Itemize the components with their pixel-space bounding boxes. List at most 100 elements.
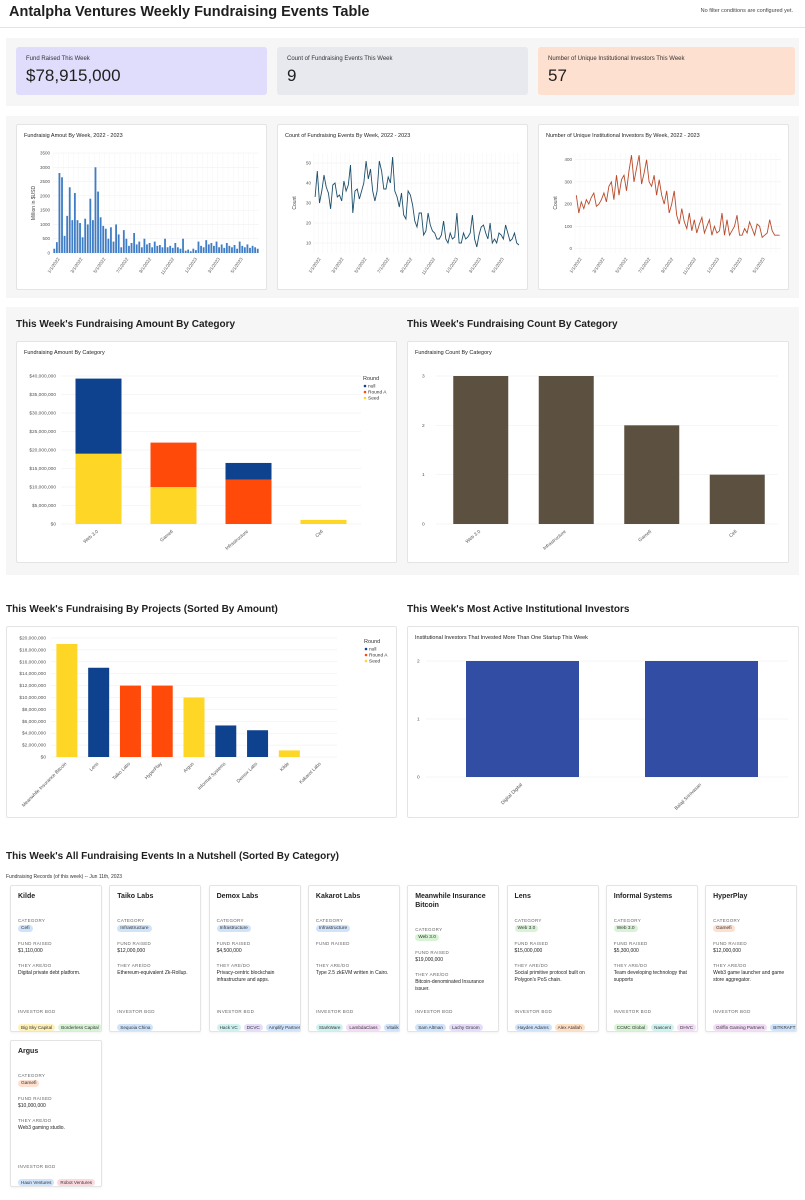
fund-raised-label: FUND RAISED [415, 950, 449, 955]
bar [112, 241, 115, 253]
event-card[interactable]: Lens CATEGORY Web 3.0 FUND RAISED $15,000,00… [506, 885, 599, 1032]
investor-pill[interactable]: Sam Altman [415, 1024, 446, 1031]
bar [645, 661, 758, 777]
amount-by-category-card[interactable]: Fundraising Amount By Category $0 $5,000,… [16, 341, 397, 563]
x-tick-label: 1/1/2023 [706, 256, 720, 274]
they-are-label: THEY ARE/DO [117, 963, 151, 968]
legend-label: Seed [369, 659, 381, 665]
chart-title: Institutional Investors That Invested Mo… [415, 635, 588, 641]
weekly-amount-chart-card[interactable]: Fundraisig Amout By Week, 2022 - 2023 0 5… [16, 124, 267, 290]
fund-raised-value: $12,000,000 [117, 948, 146, 954]
investor-pill[interactable]: Griffin Gaming Partners [713, 1024, 768, 1031]
investor-pill[interactable]: DCVC [243, 1024, 263, 1031]
event-card[interactable]: Argus CATEGORY Gamefi FUND RAISED $10,000,00… [10, 1040, 102, 1187]
y-tick-label: 20 [306, 221, 312, 226]
stacked-bar-segment [225, 479, 272, 524]
fund-raised-label: FUND RAISED [216, 941, 251, 946]
investor-pill[interactable]: LambdaClass [346, 1024, 381, 1031]
kpi-label: Number of Unique Institutional Investors… [548, 56, 685, 62]
x-tick-label: Kilde [279, 761, 291, 773]
they-are-label: THEY ARE/DO [18, 1118, 52, 1123]
bar [130, 243, 133, 253]
investor-pill[interactable]: Hack VC [216, 1024, 241, 1031]
bar [243, 247, 246, 253]
investor-label: INVESTOR BGD [415, 1009, 453, 1014]
event-card[interactable]: Demox Labs CATEGORY Infrastructure FUND RAI… [208, 885, 301, 1032]
x-tick-label: Lens [88, 761, 100, 773]
x-tick-label: 3/1/2022 [591, 256, 605, 274]
event-description: Ethereum-equivalent Zk-Rollup. [117, 970, 188, 976]
investor-pill[interactable]: Amplify Partners [265, 1024, 300, 1031]
x-tick-label: 9/1/2022 [138, 256, 152, 274]
y-tick-label: 1 [417, 717, 420, 723]
event-card[interactable]: Meanwhile Insurance Bitcoin CATEGORY Web 3… [407, 885, 500, 1032]
y-tick-label: 50 [306, 161, 312, 166]
investor-pill[interactable]: Lachy Groom [448, 1024, 483, 1031]
investor-pill[interactable]: Sequoia China [117, 1024, 154, 1031]
x-tick-label: HyperPlay [144, 761, 164, 781]
event-name: Demox Labs [216, 893, 259, 900]
fund-raised-value: $19,000,000 [415, 957, 443, 963]
investor-pill[interactable]: Robot Ventures [57, 1179, 96, 1186]
event-description: Team developing technology that supports [613, 970, 687, 983]
legend-swatch [364, 653, 368, 657]
event-description: Digital private debt platform. [18, 970, 81, 976]
legend-label: null [369, 647, 376, 653]
by-projects-chart: $0 $2,000,000 $4,000,000 $6,000,000 $8,000,0… [19, 636, 388, 809]
investor-pill[interactable]: Haun Ventures [18, 1179, 55, 1186]
investor-pill[interactable]: StarkWare [315, 1024, 344, 1031]
y-tick-label: $5,000,000 [32, 503, 56, 509]
weekly-count-chart-card[interactable]: Count of Fundraising Events By Week, 202… [277, 124, 528, 290]
x-tick-label: Infrastructure [542, 529, 568, 552]
x-tick-label: 5/1/2022 [353, 256, 367, 274]
investor-list: Griffin Gaming Partners BITKRAFT [713, 1016, 797, 1031]
stacked-bar-segment [75, 378, 122, 454]
bar [143, 238, 146, 253]
bar [161, 247, 164, 253]
y-tick-label: $15,000,000 [29, 466, 56, 472]
bar [197, 241, 200, 253]
bar [176, 247, 179, 253]
investor-pill[interactable]: DHVC [677, 1024, 697, 1031]
investor-pill[interactable]: Big Sky Capital [18, 1024, 56, 1031]
investor-list: Sequoia China [117, 1016, 156, 1031]
bar [174, 243, 177, 253]
category-label: CATEGORY [216, 918, 244, 923]
x-tick-label: Gamefi [159, 529, 175, 544]
investor-pill[interactable]: Nascent [651, 1024, 674, 1031]
weekly-investors-chart-card[interactable]: Number of Unique Institutional Investors… [538, 124, 789, 290]
investor-pill[interactable]: Alex Atallah [554, 1024, 585, 1031]
category-label: CATEGORY [18, 918, 46, 923]
y-tick-label: 0 [422, 522, 425, 528]
weekly-investors-chart: 0 100 200 300 400 Count 1/1/2022 3/1/2022 5/1/20… [553, 153, 781, 276]
investor-pill[interactable]: CCMC Global [613, 1024, 649, 1031]
bar [133, 233, 136, 253]
category-pill: Cefi [18, 925, 33, 932]
x-tick-label: 5/1/2022 [92, 256, 106, 274]
investor-label: INVESTOR BGD [613, 1009, 652, 1014]
filter-status[interactable]: No filter conditions are configured yet. [700, 8, 793, 14]
bar [220, 244, 223, 253]
bar [207, 244, 210, 253]
event-card[interactable]: Kilde CATEGORY Cefi FUND RAISED $1,110,000 TH… [10, 885, 102, 1032]
investor-pill[interactable]: Borderless Capital [58, 1024, 101, 1031]
event-card[interactable]: Informal Systems CATEGORY Web 3.0 FUND RAIS… [605, 885, 698, 1032]
event-card[interactable]: HyperPlay CATEGORY Gamefi FUND RAISED $12,00… [705, 885, 798, 1032]
count-by-category-card[interactable]: Fundraising Count By Category 0 1 2 3 Web 3.… [407, 341, 789, 563]
event-card[interactable]: Kakarot Labs CATEGORY Infrastructure FUND R… [307, 885, 400, 1032]
by-projects-card[interactable]: $0 $2,000,000 $4,000,000 $6,000,000 $8,000,0… [6, 626, 397, 818]
investor-pill[interactable]: Vitalik [383, 1024, 399, 1031]
bar [117, 234, 120, 253]
investor-pill[interactable]: Hayden Adams [514, 1024, 552, 1031]
event-card[interactable]: Taiko Labs CATEGORY Infrastructure FUND RAI… [109, 885, 202, 1032]
active-investors-card[interactable]: Institutional Investors That Invested Mo… [407, 626, 799, 818]
investor-list: CCMC Global Nascent DHVC [613, 1016, 697, 1031]
y-tick-label: $0 [51, 522, 57, 528]
bar [192, 248, 195, 253]
y-tick-label: 2000 [40, 193, 51, 198]
y-tick-label: 100 [564, 224, 572, 229]
y-tick-label: 400 [564, 157, 572, 162]
investor-pill[interactable]: BITKRAFT [770, 1024, 797, 1031]
bar [225, 243, 228, 253]
investor-list: Big Sky Capital Borderless Capital [18, 1016, 101, 1031]
